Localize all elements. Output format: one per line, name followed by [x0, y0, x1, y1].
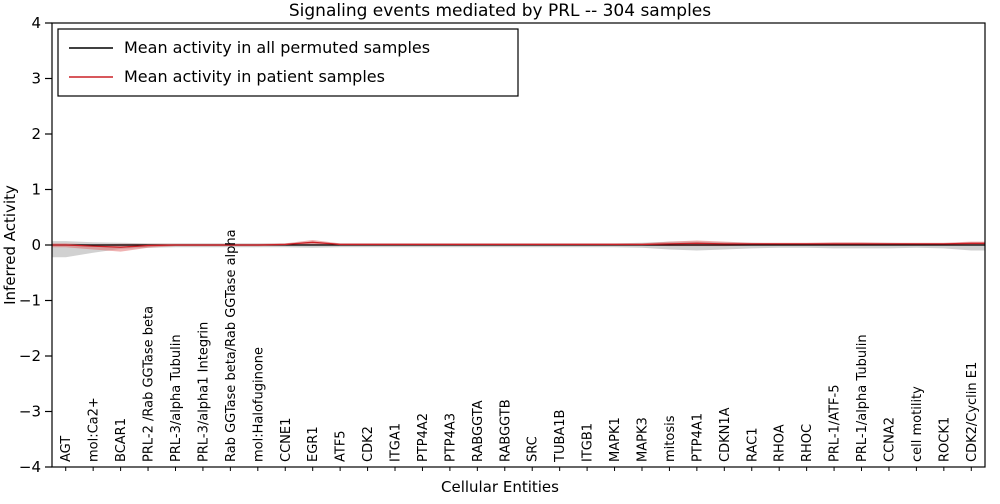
legend-label-permuted: Mean activity in all permuted samples	[124, 38, 430, 57]
legend: Mean activity in all permuted samples Me…	[57, 28, 519, 97]
category-label: CCNA2	[882, 417, 897, 462]
category-label: TUBA1B	[553, 410, 568, 463]
category-label: MAPK1	[608, 417, 623, 462]
category-label: ITGB1	[581, 423, 596, 462]
category-label: RABGGTA	[471, 400, 486, 462]
y-tick-label: −2	[19, 347, 41, 365]
y-tick-label: −4	[19, 458, 41, 476]
category-label: ATF5	[334, 430, 349, 462]
series-line-1	[52, 241, 985, 248]
category-label: PRL-3/alpha Tubulin	[169, 334, 184, 462]
category-label: PRL-1/ATF-5	[828, 385, 843, 463]
series-band-1	[52, 240, 985, 252]
category-label: SRC	[526, 436, 541, 462]
category-label: BCAR1	[114, 418, 129, 462]
category-label: CDKN1A	[718, 407, 733, 462]
y-tick-label: −3	[19, 403, 41, 421]
legend-label-patient: Mean activity in patient samples	[124, 67, 385, 86]
category-label: AGT	[59, 436, 74, 462]
category-label: PRL-3/alpha1 Integrin	[196, 322, 211, 462]
y-tick-label: 0	[31, 236, 41, 254]
category-label: EGR1	[306, 426, 321, 462]
category-label: RHOA	[773, 424, 788, 462]
y-tick-label: −1	[19, 292, 41, 310]
chart-title: Signaling events mediated by PRL -- 304 …	[289, 1, 711, 21]
category-label: ROCK1	[937, 417, 952, 462]
x-axis-label: Cellular Entities	[441, 478, 559, 496]
category-label: RAC1	[745, 427, 760, 462]
category-label: PTP4A2	[416, 413, 431, 462]
category-label: CDK2	[361, 426, 376, 462]
category-label: Rab GGTase beta/Rab GGTase alpha	[224, 229, 239, 462]
category-label: cell motility	[910, 386, 925, 462]
category-label: RHOC	[800, 424, 815, 462]
y-tick-label: 2	[31, 125, 41, 143]
category-label: ITGA1	[389, 423, 404, 462]
category-label: PTP4A3	[443, 413, 458, 462]
y-tick-label: 1	[31, 181, 41, 199]
plot-area: −4 −3 −2 −1 0 1 2 3 4 AGT mol:Ca2+ BCAR1 PRL-2 /Rab …	[19, 14, 986, 476]
y-tick-label: 4	[31, 14, 41, 32]
legend-box	[57, 28, 519, 97]
category-label: PTP4A1	[690, 413, 705, 462]
category-label: CCNE1	[279, 418, 294, 462]
y-tick-label: 3	[31, 70, 41, 88]
category-label: RABGGTB	[498, 399, 513, 462]
category-label: PRL-1/alpha Tubulin	[855, 334, 870, 462]
category-label: mitosis	[663, 415, 678, 462]
category-label: PRL-2 /Rab GGTase beta	[142, 306, 157, 462]
y-axis-label: Inferred Activity	[1, 185, 19, 305]
category-label: MAPK3	[635, 417, 650, 462]
category-label: CDK2/Cyclin E1	[965, 362, 980, 462]
category-label: mol:Halofuginone	[251, 347, 266, 462]
category-label: mol:Ca2+	[87, 397, 102, 462]
